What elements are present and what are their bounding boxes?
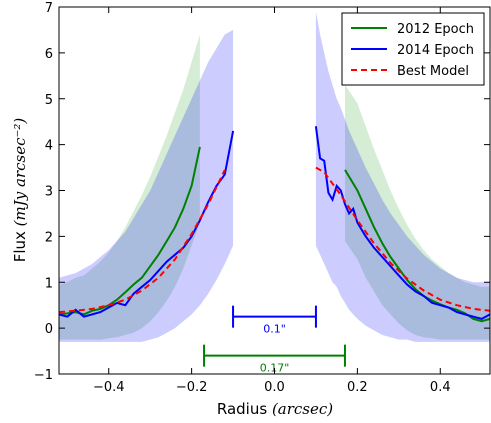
x-tick-label: −0.4	[93, 380, 125, 395]
band-0-1	[345, 85, 490, 340]
series-line-0-0	[59, 146, 201, 316]
x-tick-label: 0.0	[264, 380, 285, 395]
x-axis-label-text: Radius	[217, 400, 272, 418]
band-1-1	[315, 11, 490, 342]
x-tick-label: 0.4	[430, 380, 451, 395]
y-tick-label: 3	[45, 185, 53, 200]
axis-ticks: −0.4 −0.2 0.0 0.2 0.4 −1 0 1 2 3 4 5 6 7	[34, 1, 490, 395]
legend-label-1: 2014 Epoch	[397, 43, 474, 58]
band-1-0	[59, 29, 234, 342]
series-line-2-0	[59, 169, 226, 314]
series-line-1-0	[59, 130, 235, 318]
y-axis-label-text: Flux	[11, 226, 29, 262]
y-tick-label: 5	[45, 93, 53, 108]
x-axis-label-unit: (arcsec)	[272, 400, 333, 418]
y-tick-label: −1	[34, 368, 53, 383]
y-tick-label: 7	[45, 1, 53, 16]
scale-bar-label-0: 0.1"	[263, 323, 286, 336]
x-axis-label: Radius (arcsec)	[217, 400, 333, 418]
legend: 2012 Epoch 2014 Epoch Best Model	[341, 12, 485, 86]
x-tick-label: 0.2	[347, 380, 368, 395]
y-tick-label: 2	[45, 230, 53, 245]
x-tick-label: −0.2	[176, 380, 208, 395]
y-tick-label: 1	[45, 276, 53, 291]
y-tick-label: 6	[45, 47, 53, 62]
y-tick-label: 0	[45, 322, 53, 337]
y-axis-label-unit: (mJy arcsec⁻²)	[11, 118, 29, 227]
legend-label-0: 2012 Epoch	[397, 22, 474, 37]
y-tick-label: 4	[45, 139, 53, 154]
scale-annotations: 0.1"0.17"	[203, 305, 346, 375]
y-axis-label: Flux (mJy arcsec⁻²)	[11, 118, 29, 263]
series-line-2-1	[315, 166, 490, 312]
svg-text:Radius (arcsec): Radius (arcsec)	[217, 400, 333, 418]
legend-label-2: Best Model	[397, 64, 469, 79]
series-line-1-1	[314, 126, 490, 320]
svg-text:Flux (mJy arcsec⁻²): Flux (mJy arcsec⁻²)	[11, 118, 29, 263]
series-lines	[59, 126, 490, 323]
